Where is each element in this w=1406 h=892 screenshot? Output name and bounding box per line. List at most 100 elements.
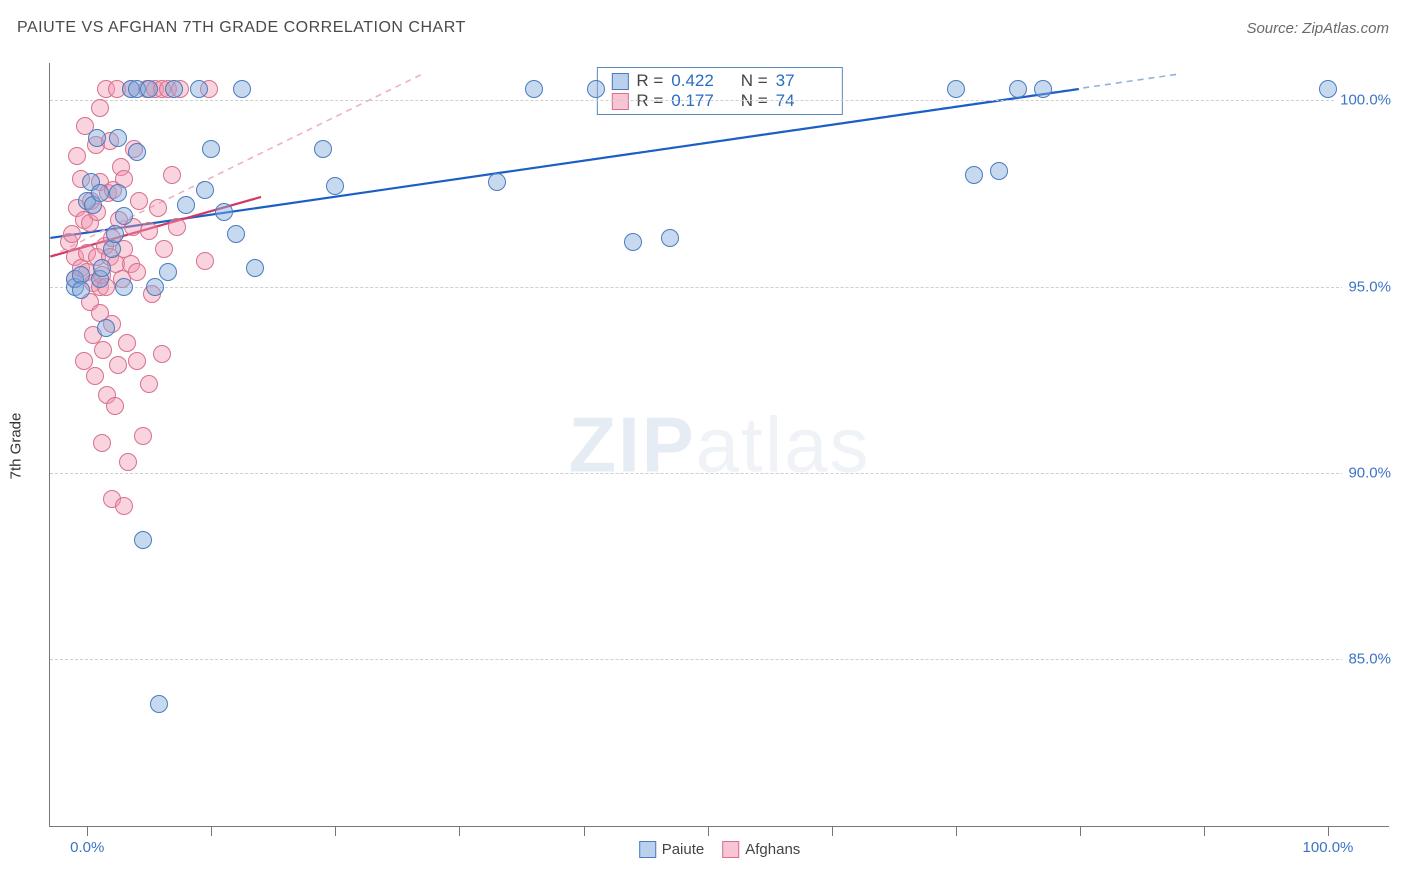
- scatter-point-afghans: [118, 334, 136, 352]
- y-tick-label: 95.0%: [1342, 278, 1391, 295]
- header: PAIUTE VS AFGHAN 7TH GRADE CORRELATION C…: [17, 17, 1389, 39]
- scatter-point-paiute: [146, 278, 164, 296]
- scatter-point-afghans: [106, 397, 124, 415]
- x-tick: [459, 826, 460, 836]
- y-tick-label: 100.0%: [1334, 92, 1391, 109]
- x-tick: [956, 826, 957, 836]
- watermark: ZIPatlas: [568, 399, 870, 490]
- scatter-point-paiute: [91, 184, 109, 202]
- scatter-point-afghans: [163, 166, 181, 184]
- scatter-point-paiute: [72, 281, 90, 299]
- legend-series-item: Afghans: [722, 841, 800, 858]
- legend-r-key: R =: [636, 71, 663, 91]
- scatter-point-paiute: [177, 196, 195, 214]
- scatter-point-afghans: [134, 427, 152, 445]
- scatter-point-afghans: [109, 356, 127, 374]
- scatter-point-afghans: [128, 352, 146, 370]
- scatter-point-paiute: [88, 129, 106, 147]
- scatter-point-paiute: [115, 278, 133, 296]
- x-tick: [1080, 826, 1081, 836]
- scatter-point-afghans: [168, 218, 186, 236]
- legend-correlation-row: R = 0.422 N = 37: [597, 71, 841, 91]
- scatter-point-afghans: [155, 240, 173, 258]
- scatter-point-paiute: [990, 162, 1008, 180]
- scatter-point-afghans: [149, 199, 167, 217]
- gridline: [50, 100, 1389, 101]
- legend-swatch: [611, 73, 628, 90]
- legend-n-key: N =: [731, 71, 767, 91]
- scatter-point-afghans: [94, 341, 112, 359]
- x-tick: [335, 826, 336, 836]
- scatter-point-afghans: [140, 222, 158, 240]
- legend-swatch: [639, 841, 656, 858]
- scatter-point-paiute: [246, 259, 264, 277]
- legend-series-label: Paiute: [662, 841, 705, 858]
- scatter-point-paiute: [1009, 80, 1027, 98]
- scatter-point-paiute: [525, 80, 543, 98]
- scatter-point-paiute: [202, 140, 220, 158]
- gridline: [50, 473, 1389, 474]
- scatter-point-paiute: [215, 203, 233, 221]
- scatter-point-paiute: [93, 259, 111, 277]
- scatter-point-paiute: [314, 140, 332, 158]
- gridline: [50, 659, 1389, 660]
- scatter-point-paiute: [97, 319, 115, 337]
- scatter-point-paiute: [624, 233, 642, 251]
- scatter-point-paiute: [196, 181, 214, 199]
- scatter-point-paiute: [109, 129, 127, 147]
- scatter-point-paiute: [128, 143, 146, 161]
- scatter-point-afghans: [86, 367, 104, 385]
- scatter-point-paiute: [106, 225, 124, 243]
- legend-n-value: 37: [776, 71, 828, 91]
- scatter-point-paiute: [1319, 80, 1337, 98]
- scatter-point-paiute: [227, 225, 245, 243]
- gridline: [50, 287, 1389, 288]
- scatter-point-afghans: [68, 147, 86, 165]
- scatter-point-paiute: [159, 263, 177, 281]
- scatter-point-afghans: [196, 252, 214, 270]
- y-tick-label: 90.0%: [1342, 464, 1391, 481]
- legend-series-item: Paiute: [639, 841, 705, 858]
- scatter-point-paiute: [233, 80, 251, 98]
- x-tick: [1328, 826, 1329, 836]
- y-tick-label: 85.0%: [1342, 651, 1391, 668]
- scatter-point-afghans: [128, 263, 146, 281]
- scatter-point-afghans: [130, 192, 148, 210]
- scatter-point-paiute: [115, 207, 133, 225]
- x-tick: [1204, 826, 1205, 836]
- scatter-point-paiute: [1034, 80, 1052, 98]
- scatter-point-afghans: [91, 99, 109, 117]
- x-tick: [832, 826, 833, 836]
- scatter-point-paiute: [140, 80, 158, 98]
- scatter-point-paiute: [661, 229, 679, 247]
- scatter-point-afghans: [115, 497, 133, 515]
- scatter-point-paiute: [134, 531, 152, 549]
- scatter-point-afghans: [140, 375, 158, 393]
- scatter-point-paiute: [326, 177, 344, 195]
- legend-swatch: [722, 841, 739, 858]
- regression-lines: [50, 63, 1389, 826]
- scatter-point-paiute: [587, 80, 605, 98]
- scatter-point-paiute: [109, 184, 127, 202]
- legend-series-label: Afghans: [745, 841, 800, 858]
- scatter-point-afghans: [119, 453, 137, 471]
- x-tick: [87, 826, 88, 836]
- scatter-point-paiute: [488, 173, 506, 191]
- scatter-point-afghans: [63, 225, 81, 243]
- source-label: Source: ZipAtlas.com: [1246, 20, 1389, 37]
- scatter-point-afghans: [153, 345, 171, 363]
- scatter-point-paiute: [965, 166, 983, 184]
- x-tick-label: 100.0%: [1303, 839, 1354, 856]
- scatter-point-afghans: [93, 434, 111, 452]
- x-tick: [708, 826, 709, 836]
- x-tick-label: 0.0%: [70, 839, 104, 856]
- plot-area: ZIPatlas R = 0.422 N = 37R = 0.177 N = 7…: [49, 63, 1389, 827]
- legend-r-value: 0.422: [671, 71, 723, 91]
- scatter-point-paiute: [190, 80, 208, 98]
- legend-correlation: R = 0.422 N = 37R = 0.177 N = 74: [596, 67, 842, 115]
- y-axis-label: 7th Grade: [8, 413, 25, 480]
- x-tick: [211, 826, 212, 836]
- chart-title: PAIUTE VS AFGHAN 7TH GRADE CORRELATION C…: [17, 19, 466, 37]
- x-tick: [584, 826, 585, 836]
- legend-series: Paiute Afghans: [639, 841, 801, 858]
